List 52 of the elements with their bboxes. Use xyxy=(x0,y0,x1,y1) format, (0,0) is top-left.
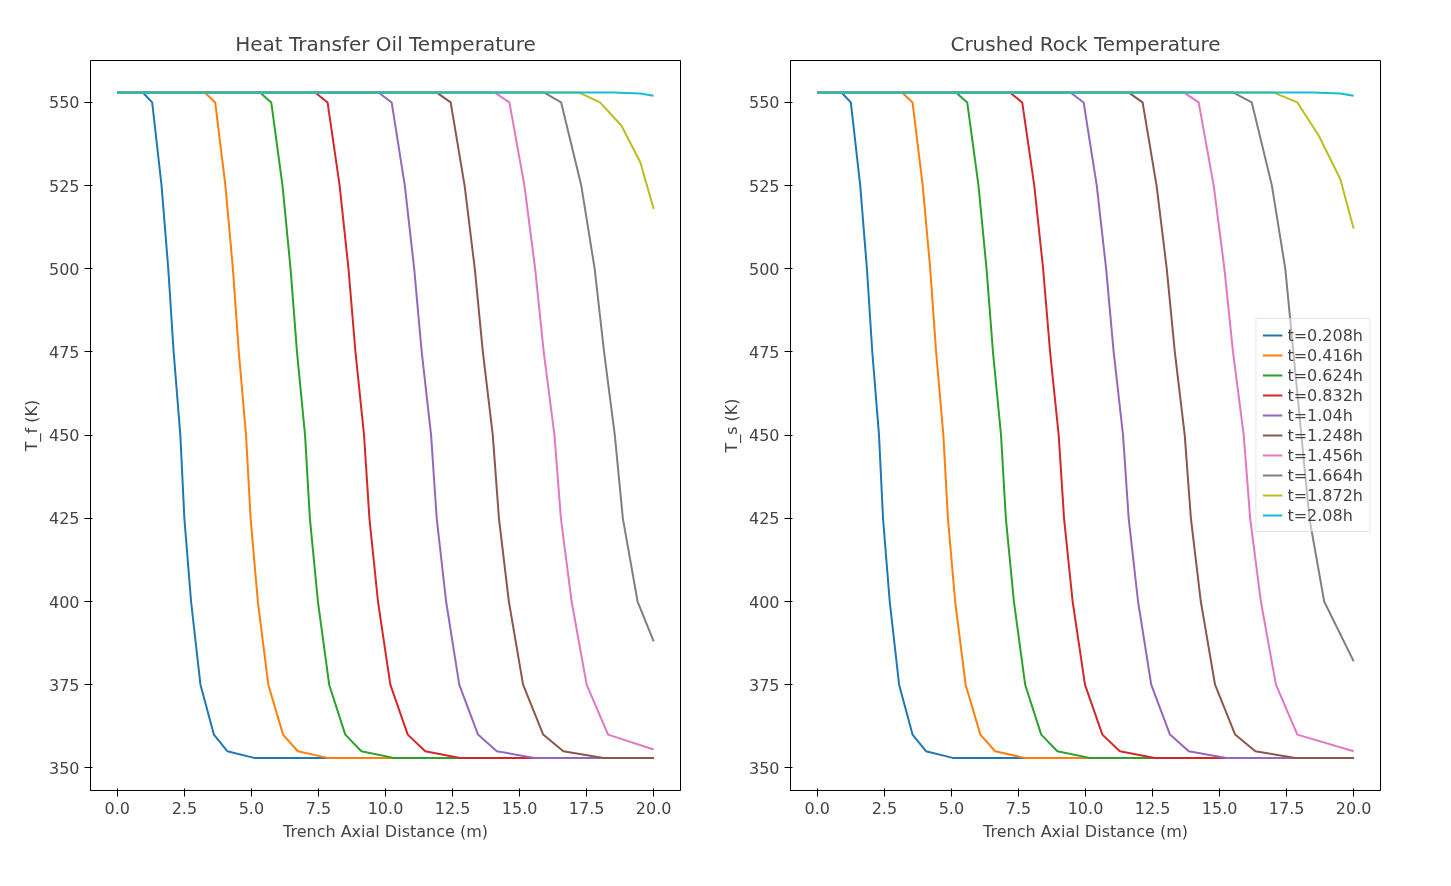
y-tick-label: 550 xyxy=(748,93,780,113)
legend-label: t=0.416h xyxy=(1287,345,1363,365)
y-tick-label: 525 xyxy=(48,176,80,196)
x-tick-label: 7.5 xyxy=(1005,798,1032,818)
x-tick-label: 2.5 xyxy=(871,798,898,818)
y-tick-label: 375 xyxy=(748,675,780,695)
y-tick-label: 450 xyxy=(748,426,780,446)
y-tick-label: 475 xyxy=(48,342,80,362)
y-tick-label: 500 xyxy=(748,259,780,279)
y-tick-label: 500 xyxy=(48,259,80,279)
y-axis-title: T_f (K) xyxy=(21,399,42,453)
y-tick-label: 425 xyxy=(48,509,80,529)
x-tick-label: 2.5 xyxy=(171,798,198,818)
legend-label: t=1.664h xyxy=(1287,465,1363,485)
chart-title: Heat Transfer Oil Temperature xyxy=(235,31,536,56)
x-tick-label: 12.5 xyxy=(1134,798,1171,818)
x-tick-label: 10.0 xyxy=(367,798,404,818)
legend-label: t=1.248h xyxy=(1287,425,1363,445)
legend-label: t=0.624h xyxy=(1287,365,1363,385)
x-tick-label: 0.0 xyxy=(804,798,831,818)
y-tick-label: 425 xyxy=(748,509,780,529)
legend-label: t=1.872h xyxy=(1287,485,1363,505)
y-tick-label: 400 xyxy=(48,592,80,612)
x-tick-label: 0.0 xyxy=(104,798,131,818)
y-tick-label: 400 xyxy=(748,592,780,612)
y-tick-label: 550 xyxy=(48,93,80,113)
y-tick-label: 450 xyxy=(48,426,80,446)
legend-label: t=1.456h xyxy=(1287,445,1363,465)
chart-title: Crushed Rock Temperature xyxy=(950,31,1221,56)
x-axis-title: Trench Axial Distance (m) xyxy=(982,821,1188,841)
x-tick-label: 5.0 xyxy=(238,798,265,818)
x-tick-label: 17.5 xyxy=(1268,798,1305,818)
x-tick-label: 12.5 xyxy=(434,798,471,818)
x-tick-label: 5.0 xyxy=(938,798,965,818)
legend-label: t=1.04h xyxy=(1287,405,1353,425)
y-tick-label: 475 xyxy=(748,342,780,362)
legend-label: t=0.208h xyxy=(1287,325,1363,345)
y-tick-label: 350 xyxy=(748,758,780,778)
legend-label: t=0.832h xyxy=(1287,385,1363,405)
x-tick-label: 15.0 xyxy=(501,798,538,818)
y-tick-label: 375 xyxy=(48,675,80,695)
x-tick-label: 15.0 xyxy=(1201,798,1238,818)
legend-label: t=2.08h xyxy=(1287,505,1353,525)
x-axis-title: Trench Axial Distance (m) xyxy=(282,821,488,841)
y-axis-title: T_s (K) xyxy=(721,398,742,454)
x-tick-label: 20.0 xyxy=(635,798,672,818)
x-tick-label: 17.5 xyxy=(568,798,605,818)
x-tick-label: 7.5 xyxy=(305,798,332,818)
y-tick-label: 350 xyxy=(48,758,80,778)
y-tick-label: 525 xyxy=(748,176,780,196)
x-tick-label: 10.0 xyxy=(1067,798,1104,818)
x-tick-label: 20.0 xyxy=(1335,798,1372,818)
